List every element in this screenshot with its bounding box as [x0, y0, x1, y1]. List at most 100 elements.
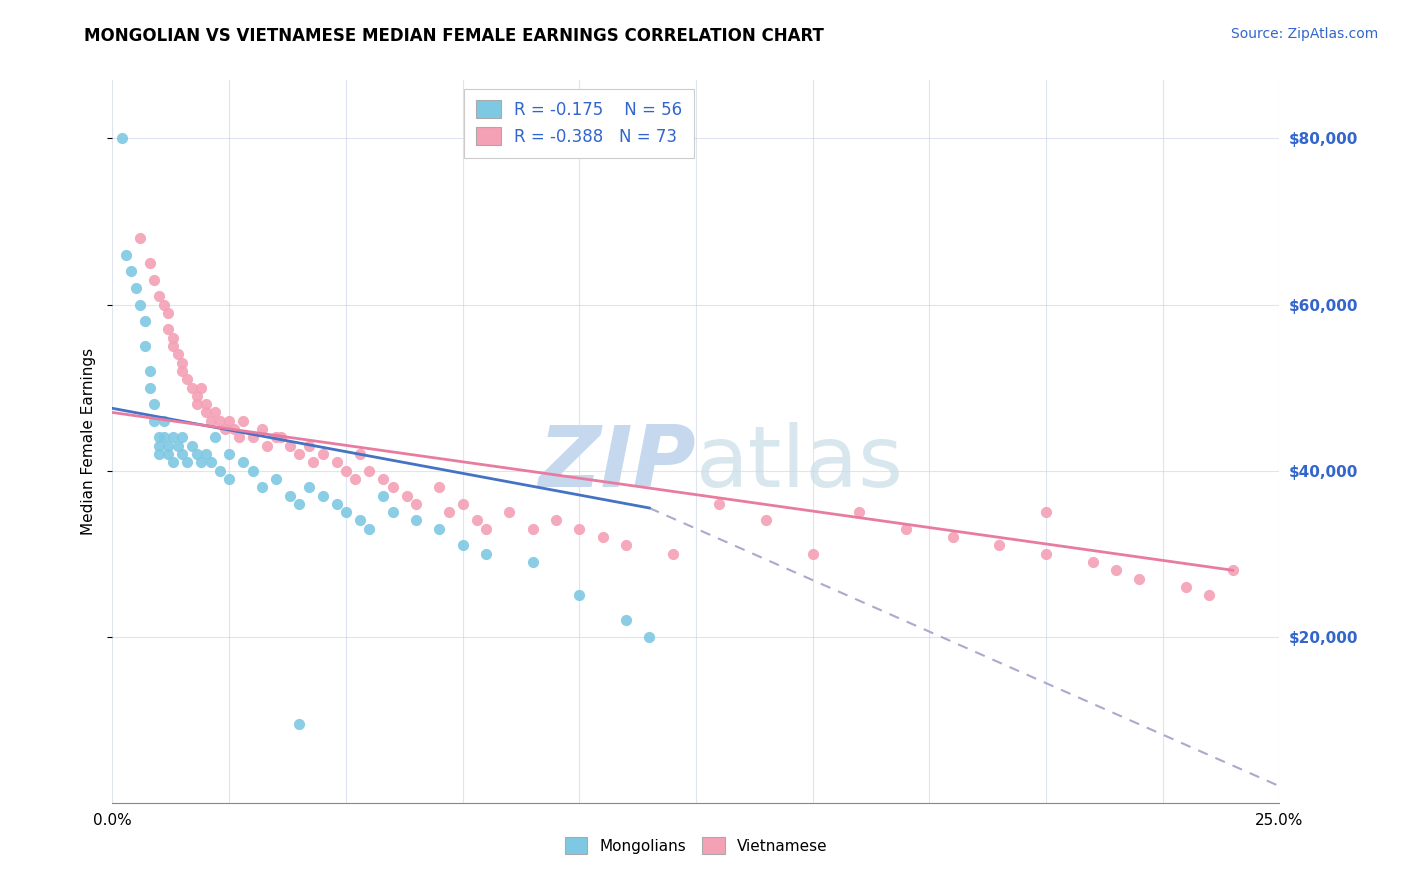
Point	[222, 422, 245, 436]
Point	[143, 414, 166, 428]
Point	[325, 497, 347, 511]
Point	[1081, 555, 1104, 569]
Point	[498, 505, 520, 519]
Point	[166, 439, 188, 453]
Point	[325, 455, 347, 469]
Point	[148, 439, 170, 453]
Point	[208, 464, 231, 478]
Point	[427, 522, 450, 536]
Point	[157, 447, 180, 461]
Point	[427, 480, 450, 494]
Point	[125, 281, 148, 295]
Point	[172, 447, 194, 461]
Point	[194, 447, 217, 461]
Point	[194, 405, 217, 419]
Point	[166, 347, 188, 361]
Point	[451, 497, 474, 511]
Point	[614, 613, 637, 627]
Point	[395, 489, 418, 503]
Point	[200, 455, 222, 469]
Point	[1105, 563, 1128, 577]
Point	[134, 339, 156, 353]
Point	[139, 364, 162, 378]
Point	[522, 555, 544, 569]
Point	[465, 513, 488, 527]
Point	[311, 489, 333, 503]
Point	[264, 472, 287, 486]
Point	[176, 372, 198, 386]
Point	[162, 455, 184, 469]
Point	[162, 430, 184, 444]
Text: Source: ZipAtlas.com: Source: ZipAtlas.com	[1230, 27, 1378, 41]
Point	[148, 289, 170, 303]
Point	[288, 717, 311, 731]
Point	[218, 472, 240, 486]
Point	[228, 430, 250, 444]
Point	[297, 480, 319, 494]
Point	[190, 380, 212, 394]
Point	[134, 314, 156, 328]
Point	[200, 414, 222, 428]
Point	[115, 248, 138, 262]
Point	[176, 455, 198, 469]
Point	[638, 630, 661, 644]
Point	[288, 497, 311, 511]
Point	[297, 439, 319, 453]
Point	[1175, 580, 1198, 594]
Point	[568, 522, 591, 536]
Point	[592, 530, 614, 544]
Point	[848, 505, 870, 519]
Point	[544, 513, 567, 527]
Point	[194, 397, 217, 411]
Point	[335, 505, 357, 519]
Point	[1035, 505, 1057, 519]
Point	[373, 489, 395, 503]
Point	[153, 297, 176, 311]
Point	[278, 439, 301, 453]
Point	[1198, 588, 1220, 602]
Point	[143, 397, 166, 411]
Point	[270, 430, 292, 444]
Point	[381, 480, 404, 494]
Point	[157, 306, 180, 320]
Point	[1222, 563, 1244, 577]
Point	[153, 430, 176, 444]
Point	[381, 505, 404, 519]
Point	[1128, 572, 1150, 586]
Point	[359, 464, 381, 478]
Point	[172, 364, 194, 378]
Text: MONGOLIAN VS VIETNAMESE MEDIAN FEMALE EARNINGS CORRELATION CHART: MONGOLIAN VS VIETNAMESE MEDIAN FEMALE EA…	[84, 27, 824, 45]
Point	[204, 405, 226, 419]
Point	[186, 389, 208, 403]
Point	[475, 522, 498, 536]
Point	[162, 331, 184, 345]
Point	[172, 430, 194, 444]
Point	[214, 422, 236, 436]
Y-axis label: Median Female Earnings: Median Female Earnings	[80, 348, 96, 535]
Point	[801, 547, 824, 561]
Point	[157, 439, 180, 453]
Point	[153, 414, 176, 428]
Legend: Mongolians, Vietnamese: Mongolians, Vietnamese	[558, 831, 834, 860]
Point	[709, 497, 731, 511]
Point	[129, 231, 152, 245]
Point	[162, 339, 184, 353]
Point	[232, 414, 254, 428]
Point	[232, 455, 254, 469]
Point	[988, 538, 1011, 552]
Point	[475, 547, 498, 561]
Point	[264, 430, 287, 444]
Point	[186, 447, 208, 461]
Point	[349, 447, 371, 461]
Point	[568, 588, 591, 602]
Point	[894, 522, 917, 536]
Point	[335, 464, 357, 478]
Point	[218, 414, 240, 428]
Point	[405, 513, 427, 527]
Point	[250, 480, 273, 494]
Point	[256, 439, 278, 453]
Point	[288, 447, 311, 461]
Point	[437, 505, 460, 519]
Point	[405, 497, 427, 511]
Point	[242, 464, 264, 478]
